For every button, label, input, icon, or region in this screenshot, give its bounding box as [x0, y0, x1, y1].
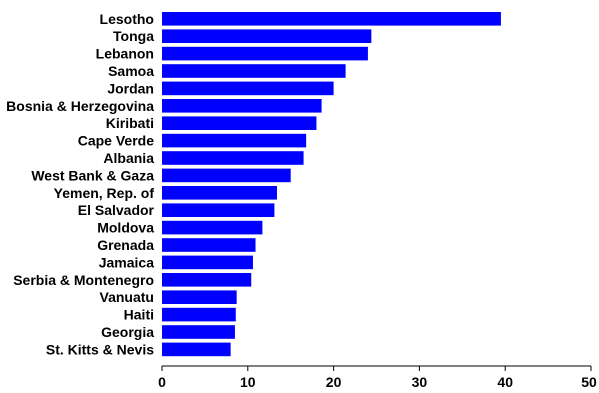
category-label: Bosnia & Herzegovina	[6, 98, 154, 114]
bar	[162, 290, 237, 304]
bar	[162, 307, 236, 322]
bar	[162, 273, 252, 287]
bar	[162, 116, 317, 130]
bar	[162, 220, 263, 235]
category-label: Lebanon	[96, 46, 154, 62]
x-axis-ticks: 0 10 20 30 40 50	[158, 366, 597, 390]
bar	[162, 12, 501, 26]
category-label: West Bank & Gaza	[31, 167, 154, 183]
x-tick-label: 0	[158, 374, 166, 390]
bar	[162, 99, 322, 113]
category-label: Albania	[103, 150, 154, 166]
x-tick-label: 40	[497, 374, 513, 390]
category-label: Serbia & Montenegro	[13, 272, 154, 288]
bar	[162, 168, 291, 183]
bar	[162, 64, 346, 78]
category-label: Jamaica	[99, 254, 154, 270]
category-label: Lesotho	[100, 11, 154, 27]
category-label: St. Kitts & Nevis	[46, 341, 154, 357]
category-label: Vanuatu	[100, 289, 154, 305]
x-tick-label: 10	[240, 374, 256, 390]
bar	[162, 151, 304, 165]
bar	[162, 203, 275, 217]
bar	[162, 325, 235, 339]
category-label: El Salvador	[78, 202, 155, 218]
category-label: Haiti	[124, 307, 154, 323]
bar	[162, 238, 256, 252]
x-tick-label: 30	[412, 374, 428, 390]
bar	[162, 255, 253, 270]
category-label: Georgia	[101, 324, 154, 340]
category-label: Tonga	[113, 28, 154, 44]
category-label: Grenada	[97, 237, 154, 253]
category-label: Cape Verde	[78, 133, 154, 149]
category-label: Samoa	[108, 63, 154, 79]
bar	[162, 46, 368, 61]
bars-group	[162, 12, 501, 357]
x-tick-label: 50	[581, 374, 597, 390]
category-label: Moldova	[97, 220, 154, 236]
x-tick-label: 20	[326, 374, 342, 390]
bar	[162, 186, 277, 200]
bar	[162, 133, 307, 148]
bar	[162, 29, 372, 43]
bar	[162, 81, 334, 96]
category-label: Jordan	[107, 80, 154, 96]
bar	[162, 342, 231, 357]
category-label: Yemen, Rep. of	[54, 185, 155, 201]
category-label: Kiribati	[106, 115, 154, 131]
